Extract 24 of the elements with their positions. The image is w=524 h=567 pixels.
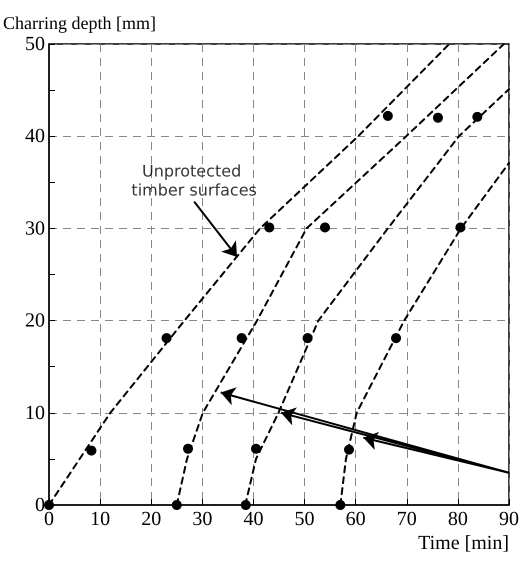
x-tick-label: 90 [499, 508, 519, 530]
x-tick-label: 60 [346, 508, 366, 530]
x-tick-label: 80 [448, 508, 468, 530]
y-tick-label: 10 [25, 402, 45, 424]
x-tick-label: 70 [396, 508, 417, 530]
y-tick-label: 50 [25, 33, 45, 55]
y-tick-label: 20 [25, 310, 45, 332]
y-tick-label: 0 [35, 494, 45, 516]
point [382, 110, 393, 121]
point [432, 112, 443, 123]
y-tick-label: 40 [25, 125, 45, 148]
point [320, 222, 330, 232]
point [251, 444, 261, 454]
point [86, 446, 96, 456]
x-tick-label: 10 [90, 508, 110, 530]
x-tick-label: 30 [192, 508, 212, 530]
y-axis-title: Charring depth [mm] [3, 13, 156, 33]
x-axis-title: Time [min] [418, 532, 509, 554]
point [264, 222, 274, 232]
annotation: Unprotected timber surfaces [131, 162, 257, 200]
y-tick-label: 30 [25, 217, 45, 240]
x-tick-label: 20 [141, 508, 162, 530]
x-tick-label: 50 [294, 508, 315, 530]
x-tick-label: 40 [243, 508, 264, 530]
